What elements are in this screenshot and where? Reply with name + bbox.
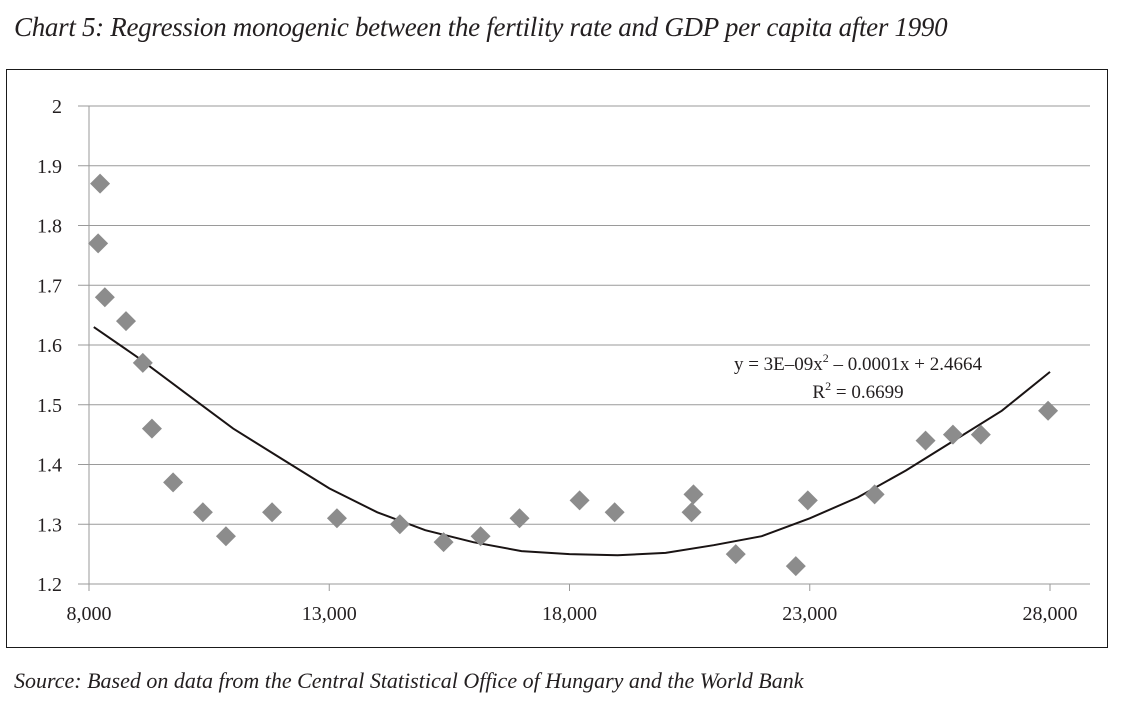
data-point bbox=[141, 418, 162, 439]
data-point bbox=[509, 508, 530, 529]
data-point bbox=[433, 532, 454, 553]
data-point bbox=[90, 173, 111, 194]
data-point bbox=[389, 514, 410, 535]
data-point bbox=[192, 502, 213, 523]
data-point bbox=[785, 556, 806, 577]
trendline-equation-group: y = 3E–09x2 – 0.0001x + 2.4664 R2 = 0.66… bbox=[734, 351, 983, 403]
r-squared-label: R2 = 0.6699 bbox=[812, 379, 903, 403]
data-point bbox=[326, 508, 347, 529]
data-point bbox=[915, 430, 936, 451]
data-point bbox=[970, 424, 991, 445]
gridlines bbox=[78, 105, 1090, 585]
data-point bbox=[470, 526, 491, 547]
chart-title: Chart 5: Regression monogenic between th… bbox=[14, 12, 948, 42]
data-point bbox=[1038, 400, 1059, 421]
y-tick-label: 1.3 bbox=[37, 514, 62, 536]
data-point bbox=[864, 484, 885, 505]
x-tick-label: 13,000 bbox=[302, 603, 357, 625]
y-tick-label: 1.9 bbox=[37, 156, 62, 178]
y-tick-label: 2 bbox=[52, 96, 62, 118]
data-point bbox=[115, 311, 136, 332]
data-point bbox=[163, 472, 184, 493]
y-tick-label: 1.8 bbox=[37, 216, 62, 238]
data-point bbox=[725, 544, 746, 565]
data-point bbox=[604, 502, 625, 523]
trendline-group bbox=[93, 326, 1051, 557]
trendline-equation: y = 3E–09x2 – 0.0001x + 2.4664 bbox=[734, 351, 983, 375]
data-point bbox=[132, 352, 153, 373]
x-tick-label: 28,000 bbox=[1023, 603, 1078, 625]
y-tick-label: 1.6 bbox=[37, 335, 62, 357]
x-axis-labels: 8,000 13,000 18,000 23,000 28,000 bbox=[67, 603, 1078, 625]
data-point bbox=[681, 502, 702, 523]
x-tick-label: 8,000 bbox=[67, 603, 112, 625]
data-point bbox=[569, 490, 590, 511]
data-point bbox=[215, 526, 236, 547]
y-tick-label: 1.2 bbox=[37, 574, 62, 596]
chart-frame bbox=[6, 69, 1108, 648]
trendline bbox=[93, 326, 1051, 557]
y-tick-label: 1.4 bbox=[37, 455, 62, 477]
y-tick-label: 1.7 bbox=[37, 275, 62, 297]
x-tick-label: 18,000 bbox=[542, 603, 597, 625]
y-axis-labels: 1.2 1.3 1.4 1.5 1.6 1.7 1.8 1.9 2 bbox=[37, 96, 62, 596]
data-point bbox=[797, 490, 818, 511]
data-point bbox=[262, 502, 283, 523]
axes bbox=[88, 106, 1051, 591]
source-note: Source: Based on data from the Central S… bbox=[14, 668, 804, 693]
data-points bbox=[88, 173, 1059, 577]
data-point bbox=[683, 484, 704, 505]
data-point bbox=[94, 287, 115, 308]
y-tick-label: 1.5 bbox=[37, 395, 62, 417]
data-point bbox=[942, 424, 963, 445]
x-tick-label: 23,000 bbox=[782, 603, 837, 625]
data-point bbox=[88, 233, 109, 254]
